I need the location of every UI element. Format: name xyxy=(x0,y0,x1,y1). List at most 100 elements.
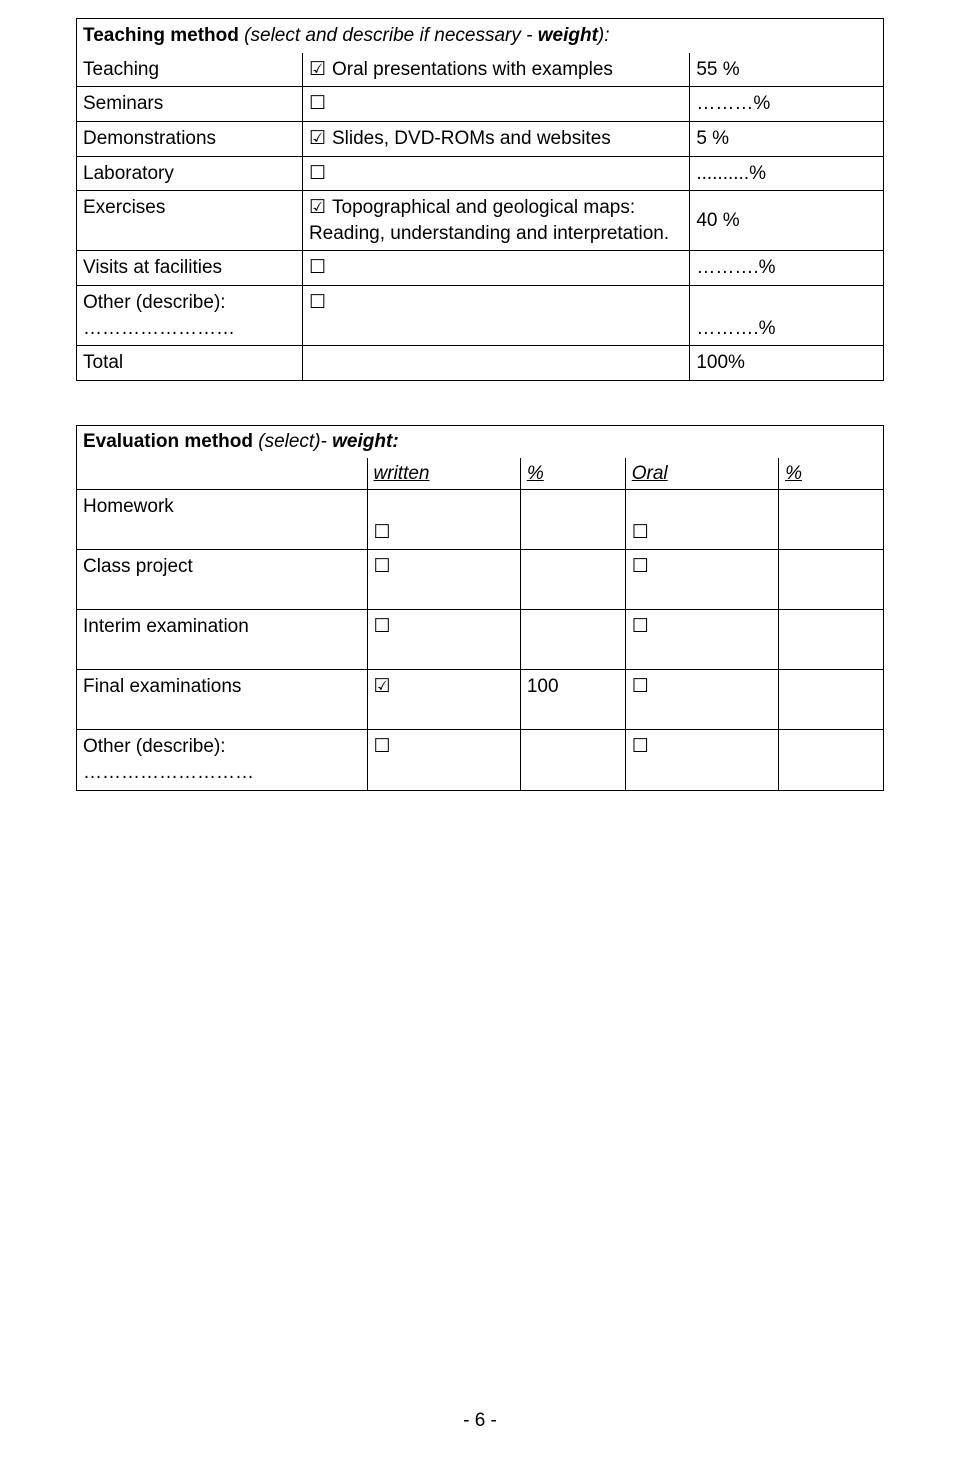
row-oral-pct xyxy=(779,730,884,790)
row-label: Demonstrations xyxy=(77,121,303,156)
row-label: Laboratory xyxy=(77,156,303,191)
checkbox-icon: ☐ xyxy=(632,554,649,580)
checkbox-icon: ☑ xyxy=(309,57,326,83)
row-desc-text: Oral presentations with examples xyxy=(332,59,613,80)
checkbox-icon: ☑ xyxy=(309,195,326,221)
total-label: Total xyxy=(77,346,303,381)
page-number: - 6 - xyxy=(0,1410,960,1432)
table-row: Other (describe): ……………………… ☐ ☐ xyxy=(77,730,884,790)
row-written-pct xyxy=(520,550,625,610)
col-oral: Oral xyxy=(625,458,778,490)
checkbox-icon: ☐ xyxy=(309,91,326,117)
total-value: 100% xyxy=(690,346,884,381)
row-label: Interim examination xyxy=(77,610,368,670)
checkbox-icon: ☑ xyxy=(309,126,326,152)
table-row: Final examinations ☑ 100 ☐ xyxy=(77,670,884,730)
row-written-pct xyxy=(520,730,625,790)
row-desc: ☑ Slides, DVD-ROMs and websites xyxy=(302,121,689,156)
row-label-text: Other (describe): xyxy=(83,736,226,757)
teaching-header-post: ): xyxy=(598,25,610,46)
table-row: Seminars ☐ ………% xyxy=(77,87,884,122)
checkbox-icon: ☐ xyxy=(632,674,649,700)
col-oral-pct: % xyxy=(779,458,884,490)
teaching-method-table: Teaching method (select and describe if … xyxy=(76,18,884,381)
evaluation-header-italic: (select)- xyxy=(258,431,332,452)
row-label: Teaching xyxy=(77,53,303,87)
checkbox-icon: ☐ xyxy=(309,161,326,187)
checkbox-icon: ☑ xyxy=(374,674,391,700)
row-weight: 40 % xyxy=(690,191,884,251)
row-written: ☐ xyxy=(367,490,520,550)
row-weight: ..........% xyxy=(690,156,884,191)
row-oral-pct xyxy=(779,670,884,730)
table-row: Other (describe): …………………… ☐ ……….% xyxy=(77,286,884,346)
row-written-pct: 100 xyxy=(520,670,625,730)
row-oral: ☐ xyxy=(625,730,778,790)
row-label: Other (describe): …………………… xyxy=(77,286,303,346)
row-desc: ☐ xyxy=(302,156,689,191)
teaching-header: Teaching method (select and describe if … xyxy=(77,19,884,53)
row-label-text: Other (describe): xyxy=(83,292,226,313)
row-oral: ☐ xyxy=(625,610,778,670)
row-label: Other (describe): ……………………… xyxy=(77,730,368,790)
table-row: Visits at facilities ☐ ……….% xyxy=(77,251,884,286)
checkbox-icon: ☐ xyxy=(374,520,391,546)
checkbox-icon: ☐ xyxy=(632,734,649,760)
teaching-header-label: Teaching method xyxy=(83,25,244,46)
row-written: ☐ xyxy=(367,550,520,610)
row-desc-text: Slides, DVD-ROMs and websites xyxy=(332,128,611,149)
table-row: Exercises ☑Topographical and geological … xyxy=(77,191,884,251)
row-oral-pct xyxy=(779,550,884,610)
row-weight: ……….% xyxy=(690,286,884,346)
evaluation-header-weight: weight: xyxy=(332,431,399,452)
teaching-header-italic: (select and describe if necessary - xyxy=(244,25,538,46)
row-weight: ……….% xyxy=(690,251,884,286)
table-row: Interim examination ☐ ☐ xyxy=(77,610,884,670)
row-label: Homework xyxy=(77,490,368,550)
checkbox-icon: ☐ xyxy=(632,614,649,640)
row-written: ☐ xyxy=(367,730,520,790)
evaluation-header: Evaluation method (select)- weight: xyxy=(77,426,884,458)
table-row: Homework ☐ ☐ xyxy=(77,490,884,550)
table-row: Class project ☐ ☐ xyxy=(77,550,884,610)
checkbox-icon: ☐ xyxy=(309,290,326,316)
row-label: Exercises xyxy=(77,191,303,251)
row-written: ☐ xyxy=(367,610,520,670)
row-label-dots: ……………………… xyxy=(83,762,254,783)
row-label-dots: …………………… xyxy=(83,318,235,339)
row-oral: ☐ xyxy=(625,550,778,610)
table-row: Demonstrations ☑ Slides, DVD-ROMs and web… xyxy=(77,121,884,156)
checkbox-icon: ☐ xyxy=(309,255,326,281)
row-weight: 55 % xyxy=(690,53,884,87)
row-desc: ☑Topographical and geological maps: Read… xyxy=(302,191,689,251)
row-label: Visits at facilities xyxy=(77,251,303,286)
checkbox-icon: ☐ xyxy=(374,554,391,580)
table-row-total: Total 100% xyxy=(77,346,884,381)
row-weight: 5 % xyxy=(690,121,884,156)
table-row: Teaching ☑ Oral presentations with exampl… xyxy=(77,53,884,87)
col-written-pct: % xyxy=(520,458,625,490)
evaluation-header-label: Evaluation method xyxy=(83,431,258,452)
row-desc: ☐ xyxy=(302,87,689,122)
evaluation-method-table: Evaluation method (select)- weight: writ… xyxy=(76,425,884,791)
row-desc: ☑ Oral presentations with examples xyxy=(302,53,689,87)
col-written: written xyxy=(367,458,520,490)
row-label: Class project xyxy=(77,550,368,610)
row-desc: ☐ xyxy=(302,286,689,346)
row-label: Final examinations xyxy=(77,670,368,730)
checkbox-icon: ☐ xyxy=(374,734,391,760)
row-desc-text: Topographical and geological maps: Readi… xyxy=(309,197,669,244)
row-desc: ☐ xyxy=(302,251,689,286)
total-empty xyxy=(302,346,689,381)
col-blank xyxy=(77,458,368,490)
row-oral-pct xyxy=(779,610,884,670)
row-written-pct xyxy=(520,610,625,670)
teaching-header-weight: weight xyxy=(538,25,598,46)
row-weight: ………% xyxy=(690,87,884,122)
checkbox-icon: ☐ xyxy=(632,520,649,546)
row-label: Seminars xyxy=(77,87,303,122)
row-oral: ☐ xyxy=(625,490,778,550)
row-written-pct xyxy=(520,490,625,550)
row-written: ☑ xyxy=(367,670,520,730)
table-row: Laboratory ☐ ..........% xyxy=(77,156,884,191)
